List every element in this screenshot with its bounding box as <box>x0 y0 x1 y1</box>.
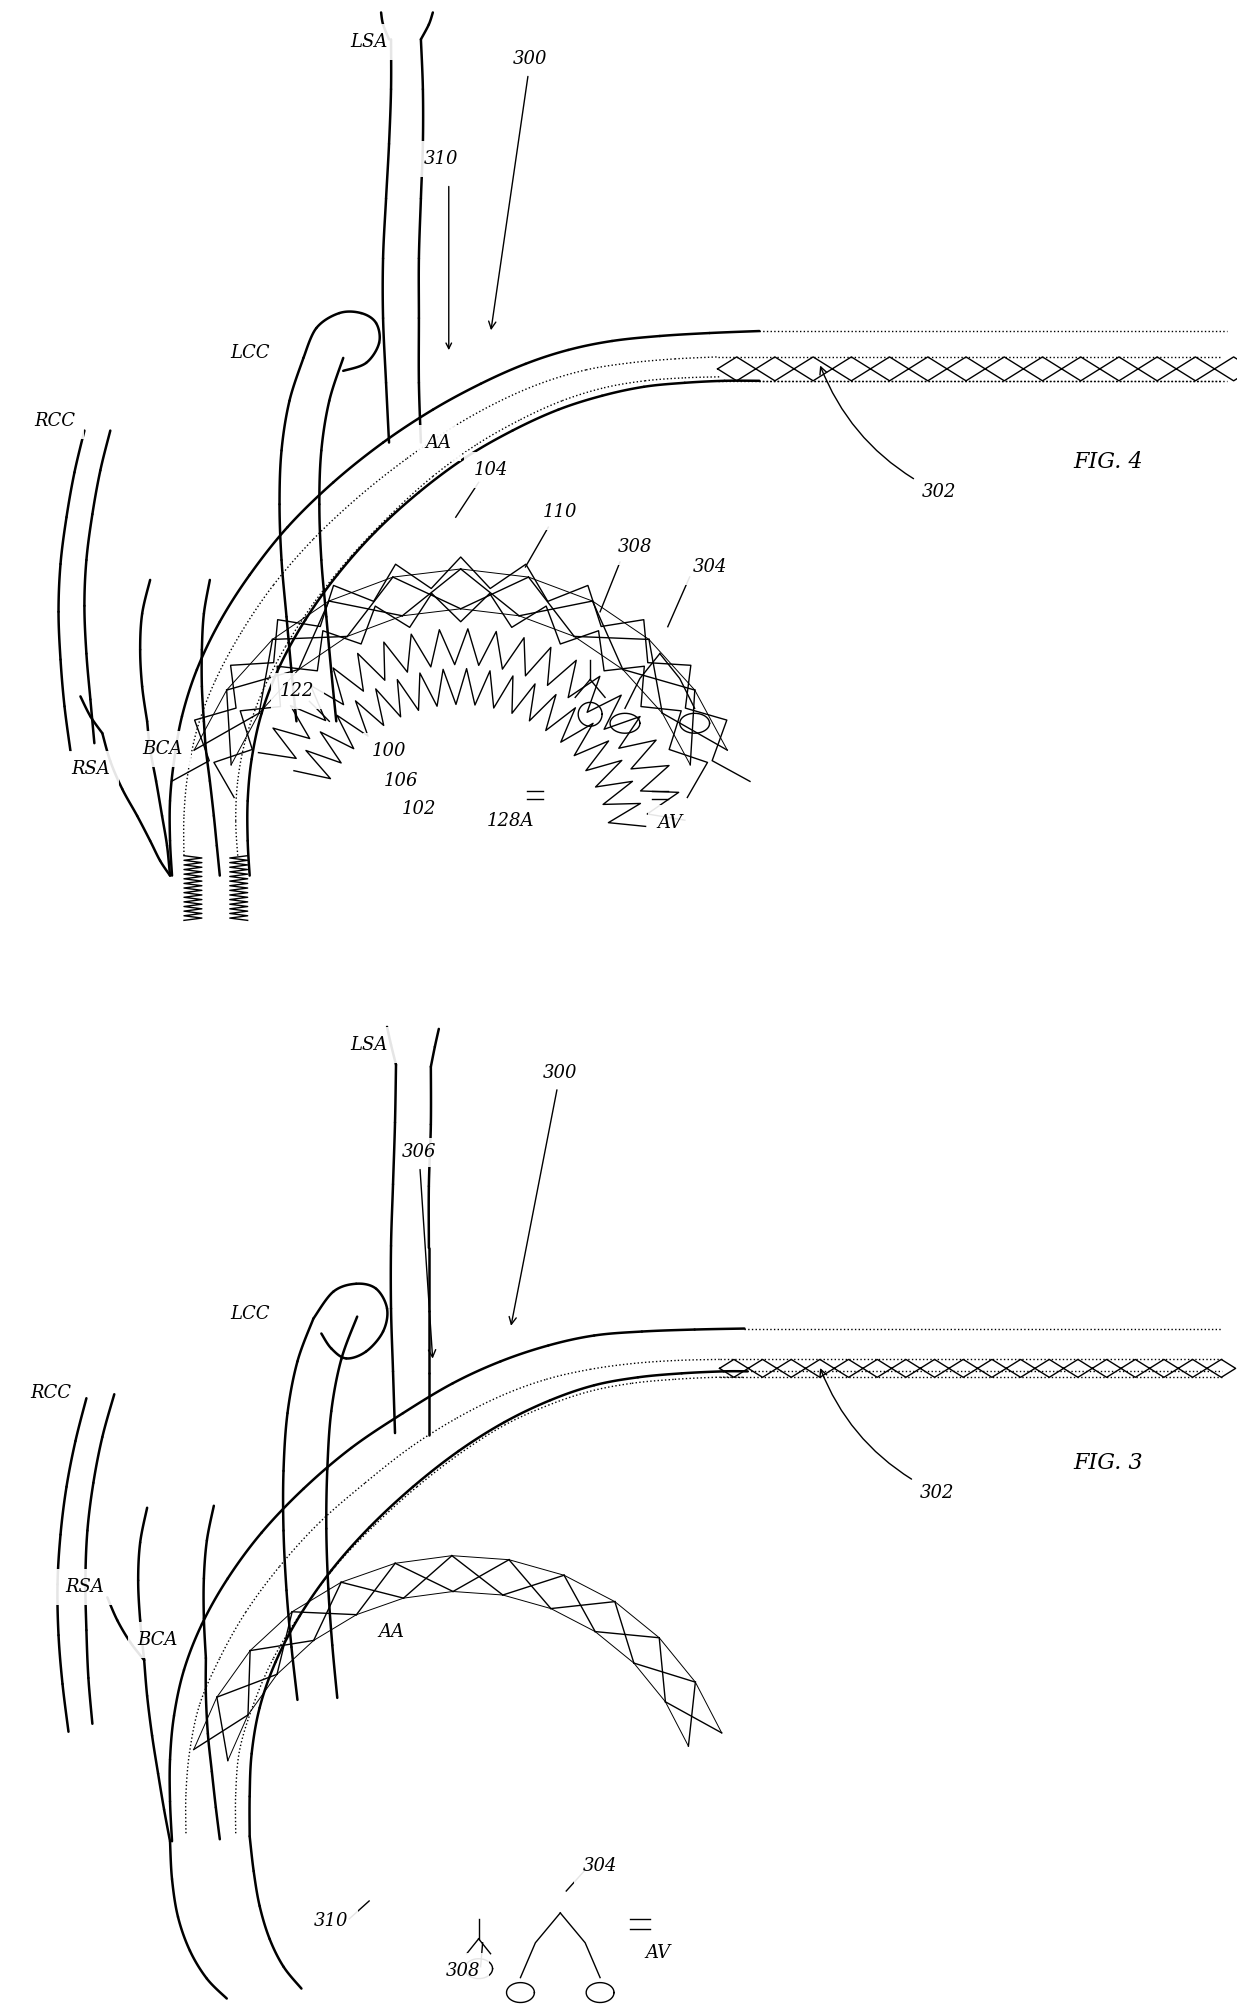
Text: LSA: LSA <box>351 34 388 52</box>
Text: RCC: RCC <box>30 1384 71 1402</box>
Text: RSA: RSA <box>64 1579 104 1597</box>
Text: LCC: LCC <box>229 1305 269 1323</box>
Text: 302: 302 <box>820 366 956 501</box>
Text: AV: AV <box>645 1945 671 1963</box>
Text: 100: 100 <box>372 742 407 760</box>
Text: FIG. 4: FIG. 4 <box>1073 450 1142 473</box>
Text: 104: 104 <box>474 461 508 479</box>
Text: 302: 302 <box>820 1369 954 1502</box>
Text: AA: AA <box>378 1623 404 1641</box>
Text: 304: 304 <box>583 1856 618 1874</box>
Text: BCA: BCA <box>141 740 182 758</box>
Text: 300: 300 <box>489 50 548 328</box>
Text: 310: 310 <box>314 1912 348 1931</box>
Text: 308: 308 <box>445 1961 480 1979</box>
Text: 300: 300 <box>510 1064 578 1325</box>
Text: LSA: LSA <box>351 1036 388 1054</box>
Text: 128A: 128A <box>487 812 534 831</box>
Text: 110: 110 <box>543 503 578 521</box>
Text: 310: 310 <box>424 149 458 167</box>
Text: 306: 306 <box>402 1144 436 1357</box>
Text: 304: 304 <box>692 557 727 575</box>
Text: 106: 106 <box>383 772 418 790</box>
Text: 308: 308 <box>618 539 652 557</box>
Text: AA: AA <box>425 434 451 452</box>
Text: 102: 102 <box>402 800 436 818</box>
Text: RSA: RSA <box>71 760 110 778</box>
Text: AV: AV <box>657 814 682 833</box>
Text: LCC: LCC <box>229 344 269 362</box>
Text: 122: 122 <box>280 682 315 700</box>
Text: RCC: RCC <box>33 412 76 430</box>
Text: BCA: BCA <box>136 1631 177 1649</box>
Text: FIG. 3: FIG. 3 <box>1073 1452 1142 1474</box>
